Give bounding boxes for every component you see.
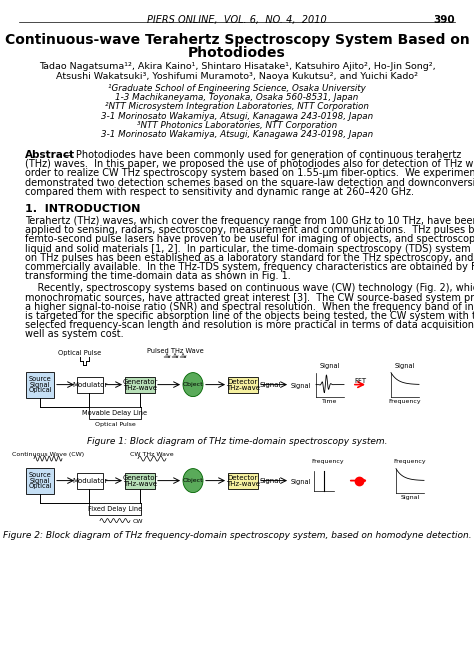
Text: Frequency: Frequency (312, 458, 344, 464)
Text: Figure 1: Block diagram of THz time-domain spectroscopy system.: Figure 1: Block diagram of THz time-doma… (87, 437, 387, 446)
Text: Frequency: Frequency (394, 458, 426, 464)
Text: Optical Pulse: Optical Pulse (58, 350, 101, 356)
Text: a higher signal-to-noise ratio (SNR) and spectral resolution.  When the frequenc: a higher signal-to-noise ratio (SNR) and… (25, 302, 474, 312)
Text: on THz pulses has been established as a laboratory standard for the THz spectros: on THz pulses has been established as a … (25, 253, 474, 263)
Text: Detector: Detector (228, 474, 258, 480)
Text: Atsushi Wakatsuki³, Yoshifumi Muramoto³, Naoya Kukutsu², and Yuichi Kado²: Atsushi Wakatsuki³, Yoshifumi Muramoto³,… (56, 72, 418, 81)
Text: CW THz Wave: CW THz Wave (130, 452, 174, 456)
Text: Figure 2: Block diagram of THz frequency-domain spectroscopy system, based on ho: Figure 2: Block diagram of THz frequency… (3, 531, 471, 539)
Text: Modulator: Modulator (73, 382, 108, 388)
Text: Object: Object (182, 478, 203, 483)
Text: demonstrated two detection schemes based on the square-law detection and downcon: demonstrated two detection schemes based… (25, 178, 474, 188)
Text: transforming the time-domain data as shown in Fig. 1.: transforming the time-domain data as sho… (25, 271, 291, 281)
Text: Recently, spectroscopy systems based on continuous wave (CW) technology (Fig. 2): Recently, spectroscopy systems based on … (25, 283, 474, 293)
Text: monochromatic sources, have attracted great interest [3].  The CW source-based s: monochromatic sources, have attracted gr… (25, 293, 474, 303)
Bar (89, 502, 141, 515)
Text: Detector: Detector (228, 379, 258, 385)
Text: is targeted for the specific absorption line of the objects being tested, the CW: is targeted for the specific absorption … (25, 311, 474, 321)
Text: Time: Time (322, 399, 337, 403)
Text: Signal: Signal (320, 362, 340, 369)
Text: (THz) waves.  In this paper, we proposed the use of photodiodes also for detecti: (THz) waves. In this paper, we proposed … (25, 159, 474, 170)
Bar (89, 407, 141, 419)
Text: applied to sensing, radars, spectroscopy, measurement and communications.  THz p: applied to sensing, radars, spectroscopy… (25, 225, 474, 235)
Text: Frequency: Frequency (389, 399, 421, 403)
Bar (125, 472, 155, 488)
Text: femto-second pulse lasers have proven to be useful for imaging of objects, and s: femto-second pulse lasers have proven to… (25, 234, 474, 245)
Text: Optical: Optical (28, 387, 52, 393)
Text: Photodiodes: Photodiodes (188, 46, 286, 60)
Text: ²NTT Microsystem Integration Laboratories, NTT Corporation: ²NTT Microsystem Integration Laboratorie… (105, 103, 369, 111)
Text: Generator: Generator (122, 474, 158, 480)
Bar (228, 472, 258, 488)
Text: 1.  INTRODUCTION: 1. INTRODUCTION (25, 204, 140, 214)
Text: Signal: Signal (291, 383, 311, 389)
Text: Signal: Signal (260, 382, 282, 388)
Ellipse shape (183, 468, 203, 492)
Text: FFT: FFT (354, 378, 366, 384)
Text: Movable Delay Line: Movable Delay Line (82, 409, 147, 415)
Bar (26, 468, 54, 494)
Text: Modulator: Modulator (73, 478, 108, 484)
Text: liquid and solid materials [1, 2].  In particular, the time-domain spectroscopy : liquid and solid materials [1, 2]. In pa… (25, 244, 474, 254)
Text: THz-wave: THz-wave (123, 385, 157, 391)
Text: Optical Pulse: Optical Pulse (95, 421, 136, 427)
Text: Source: Source (28, 376, 51, 382)
Text: THz-wave: THz-wave (123, 480, 157, 486)
Text: well as system cost.: well as system cost. (25, 330, 124, 340)
Text: compared them with respect to sensitivity and dynamic range at 260–420 GHz.: compared them with respect to sensitivit… (25, 187, 414, 197)
Bar (77, 472, 103, 488)
Text: Signal: Signal (395, 362, 415, 369)
Text: Abstract: Abstract (25, 150, 75, 160)
Text: Fixed Delay Line: Fixed Delay Line (88, 506, 142, 512)
Text: — Photodiodes have been commonly used for generation of continuous terahertz: — Photodiodes have been commonly used fo… (63, 150, 461, 160)
Text: 3-1 Morinosato Wakamiya, Atsugi, Kanagawa 243-0198, Japan: 3-1 Morinosato Wakamiya, Atsugi, Kanagaw… (101, 112, 373, 121)
Text: Signal: Signal (260, 478, 282, 484)
Text: 1-3 Machikaneyama, Toyonaka, Osaka 560-8531, Japan: 1-3 Machikaneyama, Toyonaka, Osaka 560-8… (115, 93, 359, 103)
Text: Generator: Generator (122, 379, 158, 385)
Text: Continuous-wave Terahertz Spectroscopy System Based on: Continuous-wave Terahertz Spectroscopy S… (5, 33, 469, 47)
Text: 390: 390 (433, 15, 455, 25)
Text: THz-wave: THz-wave (226, 480, 260, 486)
Text: Optical: Optical (28, 483, 52, 489)
Text: Object: Object (182, 382, 203, 387)
Bar (26, 372, 54, 397)
Bar (125, 377, 155, 393)
Text: Terahertz (THz) waves, which cover the frequency range from 100 GHz to 10 THz, h: Terahertz (THz) waves, which cover the f… (25, 216, 474, 226)
Text: THz-wave: THz-wave (226, 385, 260, 391)
Text: ¹Graduate School of Engineering Science, Osaka University: ¹Graduate School of Engineering Science,… (108, 84, 366, 93)
Text: commercially available.  In the THz-TDS system, frequency characteristics are ob: commercially available. In the THz-TDS s… (25, 262, 474, 272)
Text: selected frequency-scan length and resolution is more practical in terms of data: selected frequency-scan length and resol… (25, 320, 474, 330)
Bar (77, 377, 103, 393)
Text: Continuous Wave (CW): Continuous Wave (CW) (12, 452, 84, 456)
Text: CW: CW (133, 519, 144, 523)
Ellipse shape (183, 373, 203, 397)
Text: Signal: Signal (401, 494, 419, 500)
Text: Signal: Signal (30, 478, 50, 484)
Text: Pulsed THz Wave: Pulsed THz Wave (146, 348, 203, 354)
Text: 3-1 Morinosato Wakamiya, Atsugi, Kanagawa 243-0198, Japan: 3-1 Morinosato Wakamiya, Atsugi, Kanagaw… (101, 130, 373, 139)
Text: ³NTT Photonics Laboratories, NTT Corporation: ³NTT Photonics Laboratories, NTT Corpora… (137, 121, 337, 130)
Text: PIERS ONLINE,  VOL. 6,  NO. 4,  2010: PIERS ONLINE, VOL. 6, NO. 4, 2010 (147, 15, 327, 25)
Text: Signal: Signal (30, 382, 50, 388)
Text: Tadao Nagatsuma¹², Akira Kaino¹, Shintaro Hisatake¹, Katsuhiro Ajito², Ho-Jin So: Tadao Nagatsuma¹², Akira Kaino¹, Shintar… (39, 62, 435, 71)
Text: Signal: Signal (291, 478, 311, 484)
Text: order to realize CW THz spectroscopy system based on 1.55-μm fiber-optics.  We e: order to realize CW THz spectroscopy sys… (25, 168, 474, 178)
Bar (228, 377, 258, 393)
Text: Source: Source (28, 472, 51, 478)
